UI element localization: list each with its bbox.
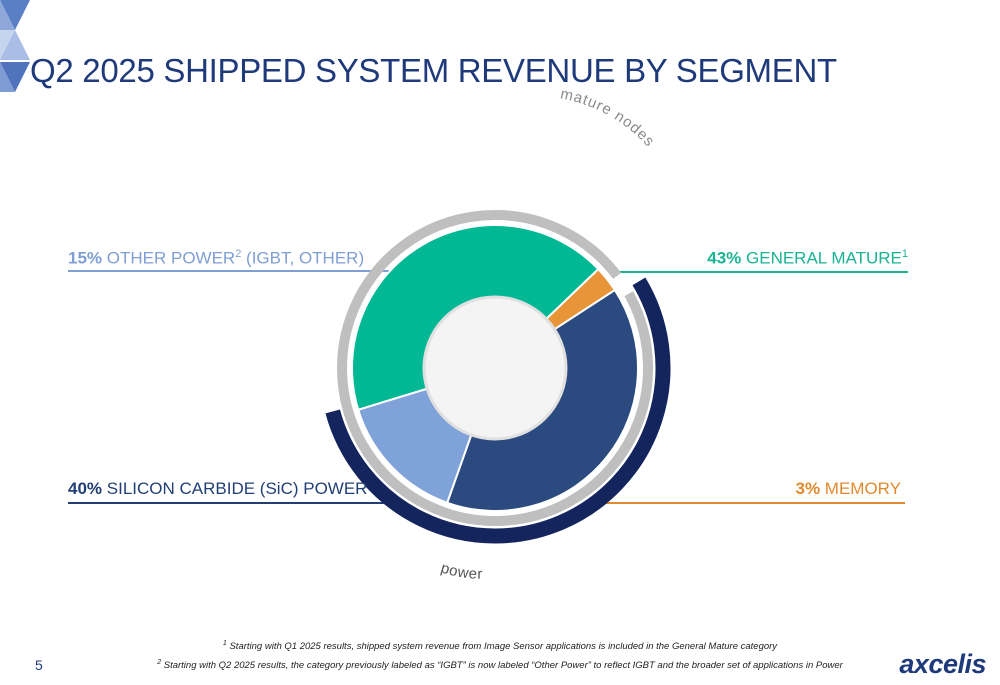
label-other-power: 15% OTHER POWER2 (IGBT, OTHER) [68, 248, 364, 269]
mature-nodes-ring-label: mature nodes [559, 85, 658, 150]
label-sic-power-pct: 40% [68, 479, 103, 498]
footnote-2-text: Starting with Q2 2025 results, the categ… [161, 660, 843, 672]
label-sic-power: 40% SILICON CARBIDE (SiC) POWER [68, 479, 367, 499]
donut-center-outline [422, 295, 568, 441]
footnote-2-mark: 2 [157, 659, 162, 667]
label-memory-pct: 3% [795, 479, 821, 498]
footnote-1: 1 Starting with Q1 2025 results, shipped… [0, 636, 1000, 655]
label-other-power-suffix: (IGBT, OTHER) [241, 248, 365, 268]
label-sic-power-name: SILICON CARBIDE (SiC) POWER [102, 479, 368, 498]
label-general-mature: 43% GENERAL MATURE1 [707, 248, 908, 269]
footnote-1-mark: 1 [222, 640, 227, 647]
label-memory: 3% MEMORY [796, 479, 902, 499]
footnote-2: 2 Starting with Q2 2025 results, the cat… [0, 655, 1000, 674]
gray-ring [337, 210, 653, 527]
footnotes: 1 Starting with Q1 2025 results, shipped… [0, 636, 1000, 674]
page-title: Q2 2025 SHIPPED SYSTEM REVENUE BY SEGMEN… [30, 52, 837, 89]
power-ring-label: power [439, 560, 483, 583]
label-other-power-sup: 2 [235, 248, 242, 260]
label-general-mature-sup: 1 [901, 248, 908, 260]
corner-triangles-decoration [0, 0, 30, 92]
page-number: 5 [35, 657, 43, 673]
label-other-power-pct: 15% [68, 248, 103, 268]
footnote-1-text: Starting with Q1 2025 results, shipped s… [226, 641, 778, 653]
label-memory-name: MEMORY [820, 479, 901, 498]
label-other-power-name: OTHER POWER [102, 248, 236, 268]
label-general-mature-pct: 43% [707, 248, 742, 268]
power-arc [325, 277, 671, 544]
label-general-mature-name: GENERAL MATURE [741, 248, 902, 268]
axcelis-logo: axcelis [899, 649, 986, 679]
